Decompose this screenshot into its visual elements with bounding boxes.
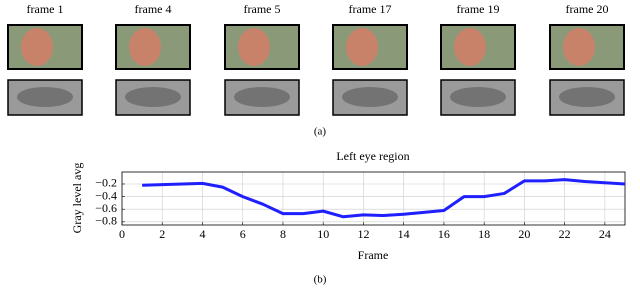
x-tick-label: 12: [357, 227, 369, 241]
eye-shade: [559, 87, 615, 107]
frame-label: frame 17: [349, 2, 392, 16]
face: [346, 28, 378, 66]
eye-shade: [342, 87, 398, 107]
eye-shade: [234, 87, 290, 107]
y-tick-label: −0.4: [95, 188, 117, 202]
x-tick-label: 20: [518, 227, 530, 241]
eye-shade: [125, 87, 181, 107]
x-tick-label: 10: [317, 227, 329, 241]
x-tick-label: 8: [280, 227, 286, 241]
x-tick-label: 14: [398, 227, 410, 241]
frame-label: frame 5: [244, 2, 281, 16]
y-tick-label: −0.8: [95, 214, 117, 228]
y-tick-label: −0.6: [95, 201, 117, 215]
x-tick-label: 16: [438, 227, 450, 241]
eye-shade: [17, 87, 73, 107]
y-axis-label: Gray level avg: [70, 163, 84, 234]
face: [238, 28, 270, 66]
chart-title: Left eye region: [336, 149, 409, 163]
eye-shade: [450, 87, 506, 107]
face: [563, 28, 595, 66]
frame-label: frame 19: [457, 2, 500, 16]
caption-b: (b): [314, 274, 327, 286]
x-tick-label: 18: [478, 227, 490, 241]
frame-label: frame 1: [27, 2, 64, 16]
y-tick-label: −0.2: [95, 176, 117, 190]
x-tick-label: 2: [159, 227, 165, 241]
x-axis-label: Frame: [358, 248, 389, 262]
frame-label: frame 20: [566, 2, 609, 16]
face: [129, 28, 161, 66]
x-tick-label: 6: [240, 227, 246, 241]
x-tick-label: 4: [199, 227, 205, 241]
face: [21, 28, 53, 66]
frame-label: frame 4: [135, 2, 172, 16]
plot-frame: [121, 171, 626, 226]
caption-a: (a): [314, 126, 327, 138]
data-line: [142, 178, 626, 219]
x-tick-label: 24: [599, 227, 611, 241]
x-tick-label: 0: [119, 227, 125, 241]
x-tick-label: 22: [559, 227, 571, 241]
face: [454, 28, 486, 66]
